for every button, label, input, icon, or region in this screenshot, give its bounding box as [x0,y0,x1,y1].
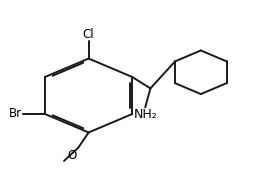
Text: NH₂: NH₂ [133,108,157,121]
Text: O: O [68,149,77,162]
Text: Br: Br [9,108,22,121]
Text: Cl: Cl [83,28,94,40]
